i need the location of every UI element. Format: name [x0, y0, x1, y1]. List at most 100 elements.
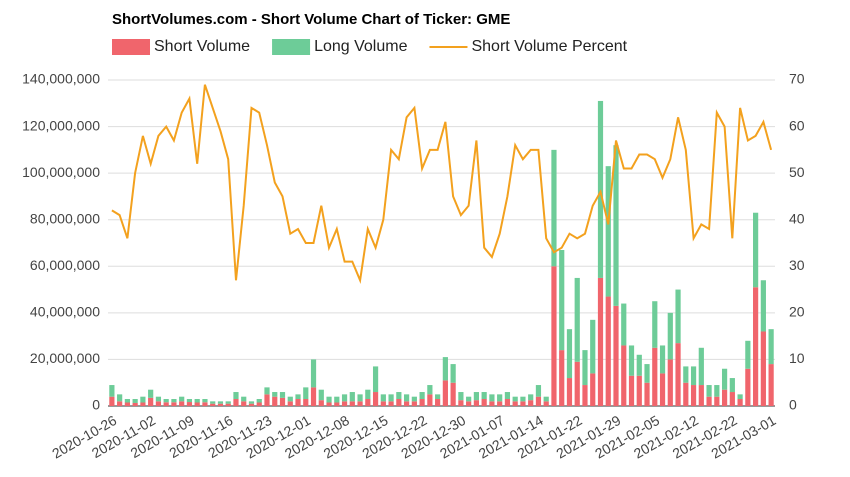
- bar: [435, 394, 441, 400]
- bar: [481, 399, 487, 406]
- bar: [264, 394, 270, 406]
- bar: [753, 212, 759, 288]
- bar: [388, 401, 394, 406]
- bar: [636, 354, 642, 376]
- bar: [559, 350, 565, 406]
- bar: [683, 366, 689, 383]
- bar: [621, 303, 627, 346]
- bar: [450, 364, 456, 383]
- bar: [737, 394, 743, 400]
- bar: [233, 399, 239, 406]
- bar: [140, 396, 146, 403]
- bar: [109, 396, 115, 406]
- bar: [419, 399, 425, 406]
- y-tick-label: 20,000,000: [30, 350, 100, 366]
- bar: [124, 402, 130, 406]
- y-tick-label: 0: [92, 397, 100, 413]
- bar: [760, 280, 766, 332]
- bar: [466, 396, 472, 402]
- bar: [132, 402, 138, 406]
- bar: [171, 402, 177, 406]
- bar: [155, 396, 162, 402]
- bar: [590, 319, 596, 374]
- bar: [194, 399, 200, 403]
- y-tick-label: 140,000,000: [22, 71, 100, 87]
- bar: [295, 394, 301, 400]
- bar: [535, 385, 542, 397]
- bar: [628, 375, 635, 406]
- bar: [411, 401, 417, 406]
- y-tick-label: 60,000,000: [30, 257, 100, 273]
- bar: [489, 394, 495, 402]
- chart-title: ShortVolumes.com - Short Volume Chart of…: [112, 11, 510, 28]
- bar: [411, 396, 417, 402]
- bar: [543, 396, 549, 402]
- bar: [683, 382, 689, 406]
- bar: [225, 403, 231, 406]
- bar: [171, 399, 177, 403]
- bar: [559, 249, 565, 351]
- bar: [341, 394, 348, 402]
- bar: [473, 400, 480, 406]
- bar: [303, 399, 309, 406]
- bar: [597, 277, 604, 406]
- bar: [628, 345, 635, 376]
- y2-tick-label: 50: [789, 164, 805, 180]
- bar: [210, 401, 216, 404]
- bar: [698, 347, 704, 386]
- bar: [489, 401, 495, 406]
- bar: [745, 340, 751, 369]
- bar: [349, 401, 355, 406]
- bar: [753, 287, 759, 406]
- bar: [621, 345, 627, 406]
- bar: [504, 392, 511, 400]
- bar: [613, 145, 619, 306]
- bar: [217, 401, 224, 404]
- bar: [217, 403, 224, 406]
- bar: [644, 364, 650, 383]
- bar: [512, 396, 518, 402]
- bar: [194, 402, 200, 406]
- bar: [279, 397, 286, 406]
- bar: [605, 166, 611, 297]
- bar: [582, 385, 588, 406]
- bar: [179, 401, 185, 406]
- bar: [597, 100, 604, 278]
- bar: [590, 373, 596, 406]
- bar: [334, 402, 340, 406]
- bar: [109, 385, 115, 397]
- bar: [380, 401, 386, 406]
- bar: [155, 401, 162, 406]
- bar: [435, 399, 441, 406]
- bar: [248, 401, 255, 404]
- bar: [675, 343, 681, 406]
- bar: [341, 401, 348, 406]
- bar: [535, 396, 542, 406]
- bar: [442, 380, 448, 406]
- bar: [357, 401, 363, 406]
- bar: [318, 389, 324, 401]
- y-tick-label: 40,000,000: [30, 304, 100, 320]
- bar: [326, 402, 332, 406]
- bar: [520, 401, 526, 406]
- bar: [497, 401, 503, 406]
- bar: [124, 399, 130, 403]
- bar: [427, 394, 433, 406]
- bar: [675, 289, 681, 344]
- bar: [458, 392, 464, 401]
- bar: [148, 397, 154, 406]
- bar: [148, 389, 154, 398]
- bar: [497, 394, 503, 402]
- bar: [450, 382, 456, 406]
- bar: [241, 396, 247, 402]
- bar: [233, 392, 239, 400]
- legend-label: Long Volume: [314, 38, 408, 55]
- bar: [210, 403, 216, 406]
- y2-tick-label: 70: [789, 71, 805, 87]
- bar: [202, 402, 208, 406]
- bar: [706, 396, 712, 406]
- bar: [334, 396, 340, 403]
- bar: [287, 396, 293, 402]
- bar: [690, 385, 697, 406]
